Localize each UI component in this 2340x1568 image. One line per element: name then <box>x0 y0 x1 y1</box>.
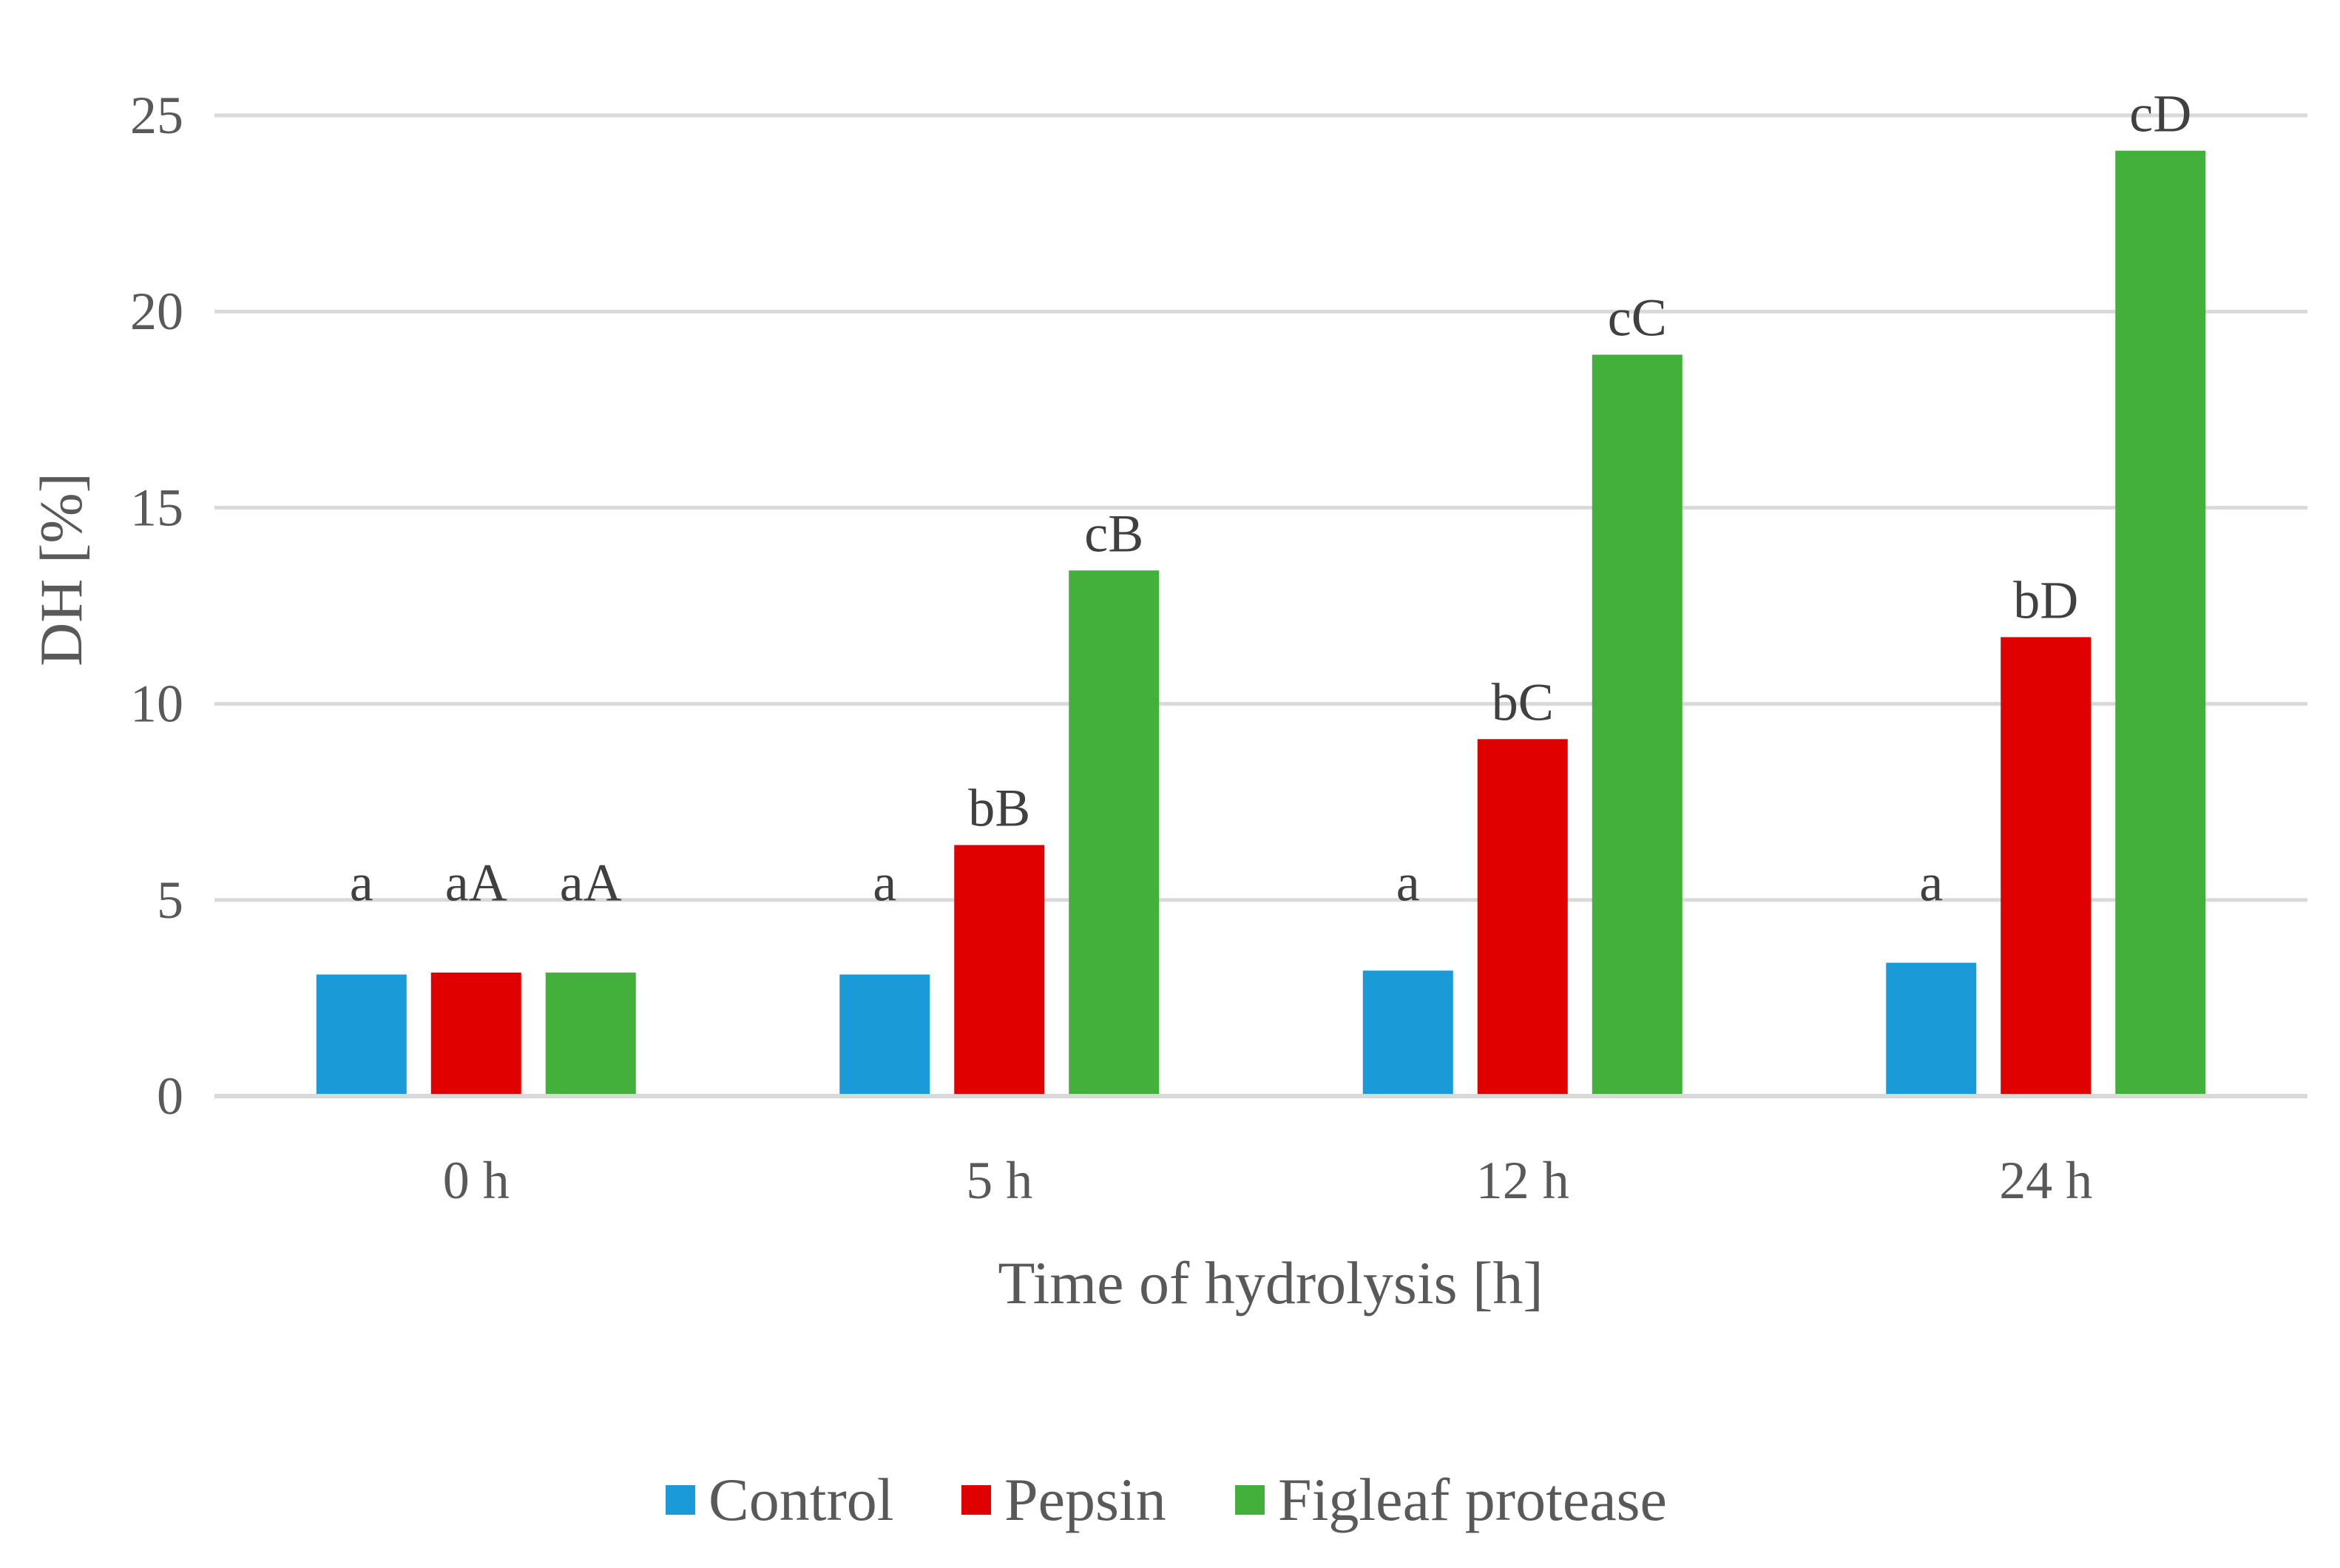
bar-label: aA <box>445 853 507 912</box>
legend-swatch <box>1235 1485 1265 1515</box>
x-tick-label: 12 h <box>1476 1151 1569 1210</box>
bar-figleaf-protease <box>2115 150 2206 1097</box>
bar-figleaf-protease <box>545 972 636 1096</box>
legend-swatch <box>666 1485 695 1515</box>
bar-label: a <box>1396 853 1420 912</box>
bar-control <box>839 974 930 1096</box>
bar-pepsin <box>954 845 1045 1096</box>
x-axis-ticks: 0 h 5 h 12 h 24 h <box>443 1151 2093 1210</box>
x-axis-title: Time of hydrolysis [h] <box>998 1249 1543 1317</box>
bar-label: cD <box>2129 84 2191 143</box>
y-tick-label: 15 <box>130 478 183 537</box>
legend-label: Pepsin <box>1004 1466 1166 1533</box>
legend-swatch <box>961 1485 991 1515</box>
y-tick-label: 5 <box>157 871 183 930</box>
x-tick-label: 24 h <box>1999 1151 2092 1210</box>
bars <box>214 150 2307 1098</box>
y-axis-ticks: 0 5 10 15 20 25 <box>130 86 183 1126</box>
bar-label: a <box>1919 853 1943 912</box>
y-tick-label: 0 <box>157 1067 183 1126</box>
bar-label: bC <box>1492 672 1554 731</box>
bar-label: aA <box>560 853 622 912</box>
bar-control <box>1362 970 1453 1096</box>
bar-label: cB <box>1084 504 1143 563</box>
bar-label: a <box>873 853 896 912</box>
bar-pepsin <box>430 972 521 1096</box>
y-axis-title: DH [%] <box>27 473 95 666</box>
x-tick-label: 0 h <box>443 1151 510 1210</box>
bar-pepsin <box>2001 637 2092 1096</box>
bar-control <box>1886 962 1977 1096</box>
x-tick-label: 5 h <box>966 1151 1032 1210</box>
bar-label: cC <box>1608 288 1667 348</box>
bar-control <box>316 974 407 1096</box>
y-tick-label: 10 <box>130 675 183 734</box>
gridlines <box>214 113 2307 1098</box>
bar-figleaf-protease <box>1069 570 1160 1096</box>
bar-pepsin <box>1477 739 1568 1096</box>
bar-figleaf-protease <box>1592 354 1683 1096</box>
bar-labels: a aA aA a bB cB a bC cC a bD cD <box>350 84 2191 913</box>
legend-label: Figleaf protease <box>1278 1466 1667 1533</box>
legend: Control Pepsin Figleaf protease <box>666 1466 1667 1533</box>
y-tick-label: 25 <box>130 86 183 145</box>
bar-label: bD <box>2013 570 2078 629</box>
legend-label: Control <box>709 1466 894 1533</box>
y-tick-label: 20 <box>130 282 183 341</box>
bar-label: bB <box>968 779 1030 838</box>
bar-label: a <box>350 853 373 912</box>
